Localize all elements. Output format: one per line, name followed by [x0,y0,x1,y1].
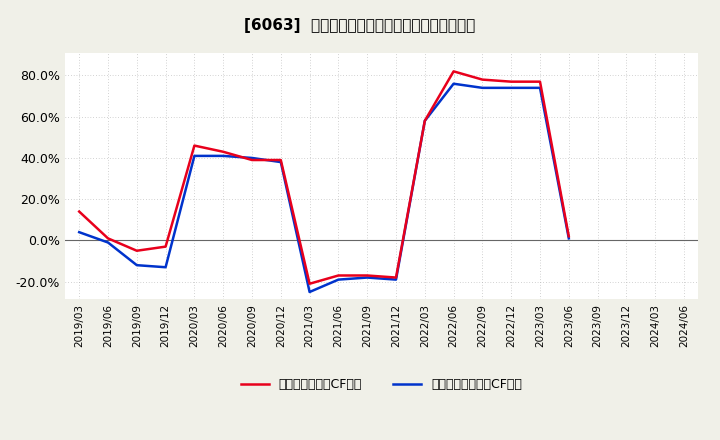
有利子負債営業CF比率 [334,273,343,278]
有利子負債フリーCF比率 [536,85,544,91]
有利子負債フリーCF比率 [334,277,343,282]
有利子負債営業CF比率 [161,244,170,249]
有利子負債営業CF比率 [219,149,228,154]
有利子負債フリーCF比率 [75,230,84,235]
有利子負債営業CF比率 [536,79,544,84]
有利子負債営業CF比率 [104,236,112,241]
有利子負債営業CF比率 [564,234,573,239]
有利子負債フリーCF比率 [276,159,285,165]
Text: [6063]  有利子負債キャッシュフロー比率の推移: [6063] 有利子負債キャッシュフロー比率の推移 [244,18,476,33]
Legend: 有利子負債営業CF比率, 有利子負債フリーCF比率: 有利子負債営業CF比率, 有利子負債フリーCF比率 [236,374,527,396]
有利子負債営業CF比率 [248,158,256,163]
有利子負債フリーCF比率 [132,263,141,268]
有利子負債フリーCF比率 [363,275,372,280]
有利子負債営業CF比率 [132,248,141,253]
有利子負債営業CF比率 [305,281,314,286]
有利子負債営業CF比率 [363,273,372,278]
有利子負債営業CF比率 [75,209,84,214]
有利子負債フリーCF比率 [564,236,573,241]
有利子負債フリーCF比率 [190,153,199,158]
有利子負債営業CF比率 [449,69,458,74]
有利子負債フリーCF比率 [449,81,458,86]
有利子負債営業CF比率 [190,143,199,148]
Line: 有利子負債営業CF比率: 有利子負債営業CF比率 [79,71,569,284]
Line: 有利子負債フリーCF比率: 有利子負債フリーCF比率 [79,84,569,292]
有利子負債フリーCF比率 [219,153,228,158]
有利子負債フリーCF比率 [392,277,400,282]
有利子負債フリーCF比率 [305,290,314,295]
有利子負債フリーCF比率 [161,264,170,270]
有利子負債フリーCF比率 [248,155,256,161]
有利子負債フリーCF比率 [104,240,112,245]
有利子負債営業CF比率 [507,79,516,84]
有利子負債フリーCF比率 [420,118,429,124]
有利子負債営業CF比率 [478,77,487,82]
有利子負債営業CF比率 [392,275,400,280]
有利子負債フリーCF比率 [478,85,487,91]
有利子負債営業CF比率 [420,118,429,124]
有利子負債営業CF比率 [276,158,285,163]
有利子負債フリーCF比率 [507,85,516,91]
